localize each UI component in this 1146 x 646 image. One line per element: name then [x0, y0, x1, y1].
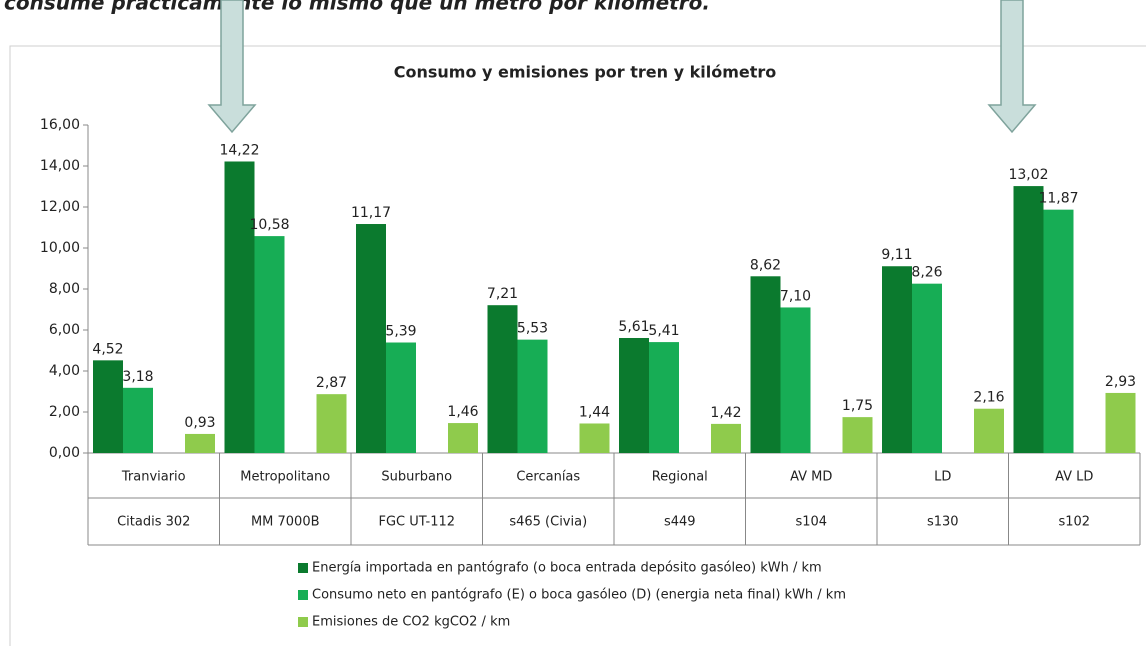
y-tick-label: 16,00: [40, 117, 80, 133]
bar: [487, 305, 518, 453]
y-tick-label: 6,00: [49, 322, 80, 338]
bar: [448, 423, 478, 453]
x-tick-label: Regional: [652, 470, 708, 485]
data-label: 2,16: [973, 390, 1004, 406]
legend-label: Consumo neto en pantógrafo (E) o boca ga…: [312, 588, 846, 603]
data-label: 11,87: [1038, 191, 1078, 207]
x-sub-label: MM 7000B: [251, 515, 320, 530]
x-sub-label: s465 (Civia): [509, 515, 587, 530]
bar: [619, 337, 649, 453]
bar: [780, 307, 811, 453]
bar: [842, 417, 873, 453]
x-sub-label: s104: [795, 515, 827, 530]
data-label: 1,44: [579, 404, 610, 420]
bar: [649, 342, 679, 453]
y-tick-label: 8,00: [49, 281, 80, 297]
chart-title: Consumo y emisiones por tren y kilómetro: [394, 63, 777, 82]
data-label: 14,22: [219, 142, 259, 158]
legend-label: Emisiones de CO2 kgCO2 / km: [312, 615, 510, 630]
data-label: 9,11: [881, 247, 912, 263]
data-label: 2,87: [316, 375, 347, 391]
x-tick-label: Suburbano: [381, 470, 452, 485]
data-label: 4,52: [92, 341, 123, 357]
data-label: 10,58: [249, 217, 289, 233]
x-tick-label: AV LD: [1055, 470, 1093, 485]
bar: [356, 224, 386, 453]
legend-swatch: [298, 563, 308, 573]
x-sub-label: s130: [927, 515, 959, 530]
bar: [185, 433, 215, 453]
data-label: 1,42: [710, 405, 741, 421]
bar: [254, 236, 285, 453]
bar: [750, 276, 781, 453]
y-tick-label: 10,00: [40, 240, 80, 256]
y-tick-label: 4,00: [49, 363, 80, 379]
legend-swatch: [298, 617, 308, 627]
y-tick-label: 2,00: [49, 404, 80, 420]
y-tick-label: 12,00: [40, 199, 80, 215]
x-sub-label: FGC UT-112: [378, 515, 455, 530]
bar: [386, 342, 416, 453]
data-label: 5,39: [385, 324, 416, 340]
data-label: 0,93: [184, 415, 215, 431]
data-label: 8,26: [911, 265, 942, 281]
arrow: [987, 0, 1037, 134]
x-tick-label: LD: [934, 470, 951, 485]
bar: [579, 423, 610, 453]
legend-swatch: [298, 590, 308, 600]
data-label: 7,10: [780, 288, 811, 304]
data-label: 7,21: [487, 286, 518, 302]
x-sub-label: Citadis 302: [117, 515, 190, 530]
chart-frame: [9, 45, 1146, 646]
data-label: 2,93: [1105, 374, 1136, 390]
bar: [882, 266, 912, 453]
bar: [224, 161, 255, 454]
data-label: 5,41: [648, 323, 679, 339]
data-label: 3,18: [122, 369, 153, 385]
legend-label: Energía importada en pantógrafo (o boca …: [312, 561, 822, 576]
x-sub-label: s102: [1058, 515, 1090, 530]
y-tick-label: 0,00: [49, 445, 80, 461]
bar: [974, 408, 1004, 453]
x-tick-label: Metropolitano: [240, 470, 330, 485]
bar: [316, 394, 347, 453]
x-tick-label: Tranviario: [121, 470, 186, 485]
data-label: 8,62: [750, 257, 781, 273]
bar: [517, 339, 548, 453]
data-label: 5,61: [618, 319, 649, 335]
bar: [912, 283, 942, 453]
x-sub-label: s449: [664, 515, 696, 530]
data-label: 11,17: [351, 205, 391, 221]
data-label: 13,02: [1008, 167, 1048, 183]
bar: [711, 423, 741, 453]
bar: [1043, 209, 1074, 453]
data-label: 1,46: [447, 404, 478, 420]
data-label: 1,75: [842, 398, 873, 414]
y-tick-label: 14,00: [40, 158, 80, 174]
bar: [1013, 186, 1044, 453]
x-tick-label: AV MD: [790, 470, 832, 485]
arrow: [207, 0, 257, 134]
header-text: consume prácticamente lo mismo que un me…: [4, 0, 710, 15]
x-tick-label: Cercanías: [516, 470, 580, 485]
bar: [123, 387, 153, 453]
data-label: 5,53: [517, 321, 548, 337]
bar: [93, 360, 123, 453]
bar: [1105, 392, 1136, 453]
